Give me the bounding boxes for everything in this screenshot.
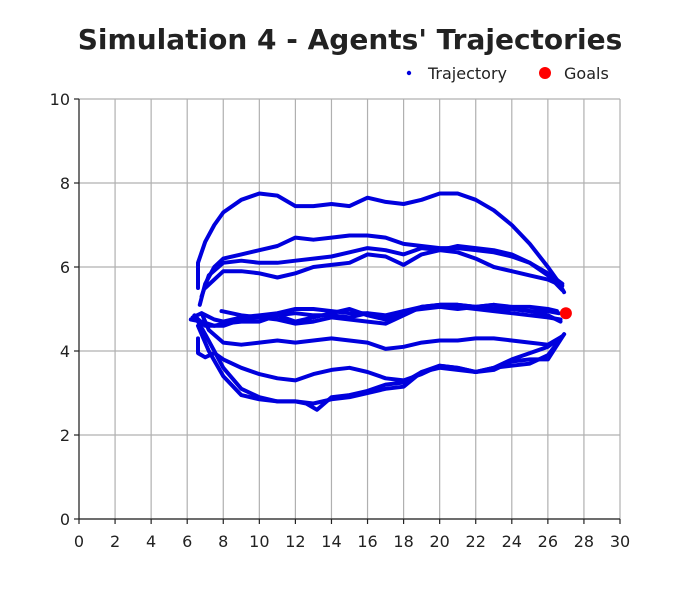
legend-goals-marker	[539, 67, 551, 79]
legend-goals-label: Goals	[564, 64, 609, 83]
x-tick-label-30: 30	[610, 532, 630, 551]
y-tick-label-6: 6	[60, 258, 70, 277]
x-tick-label-2: 2	[110, 532, 120, 551]
trajectory-line-8	[219, 302, 563, 324]
legend-trajectory-label: Trajectory	[427, 64, 507, 83]
chart-title: Simulation 4 - Agents' Trajectories	[78, 23, 622, 56]
trajectory-line-12	[192, 313, 567, 412]
trajectory-line-3	[199, 244, 565, 299]
x-tick-label-0: 0	[74, 532, 84, 551]
trajectory-line-9	[199, 311, 565, 351]
x-tick-label-10: 10	[249, 532, 269, 551]
goals-layer	[559, 307, 572, 320]
goal-marker-1	[559, 307, 572, 320]
x-tick-label-6: 6	[182, 532, 192, 551]
x-tick-label-8: 8	[218, 532, 228, 551]
x-tick-label-28: 28	[574, 532, 594, 551]
x-tick-label-12: 12	[285, 532, 305, 551]
x-tick-label-14: 14	[321, 532, 341, 551]
y-tick-label-8: 8	[60, 174, 70, 193]
x-tick-label-4: 4	[146, 532, 156, 551]
x-tick-label-22: 22	[466, 532, 486, 551]
trajectory-line-7	[194, 304, 563, 328]
y-tick-label-0: 0	[60, 510, 70, 529]
legend: Trajectory Goals	[406, 64, 609, 83]
x-tick-label-24: 24	[502, 532, 522, 551]
trajectory-line-2	[197, 233, 565, 307]
series-layer	[188, 191, 567, 412]
legend-trajectory-marker	[406, 70, 412, 76]
trajectory-line-1	[196, 191, 567, 295]
y-tick-label-4: 4	[60, 342, 70, 361]
x-tick-label-18: 18	[393, 532, 413, 551]
trajectory-line-4	[203, 248, 565, 290]
x-tick-label-26: 26	[538, 532, 558, 551]
y-tick-label-10: 10	[50, 90, 70, 109]
x-tick-label-16: 16	[357, 532, 377, 551]
x-tick-label-20: 20	[429, 532, 449, 551]
y-tick-label-2: 2	[60, 426, 70, 445]
